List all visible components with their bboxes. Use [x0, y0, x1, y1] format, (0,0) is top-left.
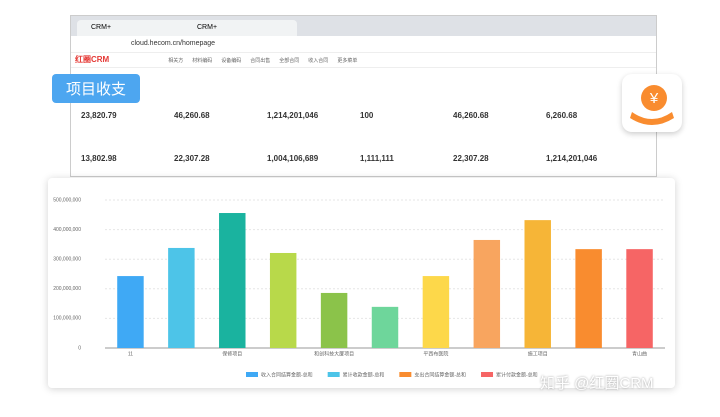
- x-tick-label: 11: [128, 351, 133, 357]
- nav-item[interactable]: 收入合同: [308, 58, 329, 64]
- stats-row: 23,820.79 46,260.68 1,214,201,046 100 46,260…: [81, 111, 646, 120]
- y-tick-label: 500,000,000: [53, 197, 81, 203]
- tab[interactable]: CRM+: [77, 20, 191, 36]
- nav-item[interactable]: 设备编码: [221, 58, 242, 64]
- legend-label: 累计付款金额-总和: [496, 371, 538, 378]
- y-tick-label: 300,000,000: [53, 257, 81, 263]
- stat: 100: [360, 111, 374, 120]
- tab[interactable]: CRM+: [183, 20, 297, 36]
- nav-item[interactable]: 材料编码: [192, 58, 213, 64]
- y-tick-label: 200,000,000: [53, 286, 81, 292]
- stat: 22,307.28: [174, 154, 210, 163]
- y-tick-label: 0: [78, 345, 81, 351]
- chart-card: 0 100,000,000 200,000,000 300,000,000 400,00…: [48, 178, 675, 388]
- bar: [575, 249, 602, 348]
- bar: [117, 276, 144, 348]
- nav-bar: 红圈CRM 相关方 材料编码 设备编码 合同出售 全部合同 收入合同 更多菜单: [71, 53, 656, 68]
- legend-label: 支出合同结算金额-总和: [414, 371, 466, 378]
- stat: 1,004,106,689: [267, 154, 319, 163]
- watermark: 知乎 @红圈CRM: [540, 375, 654, 392]
- stat: 1,214,201,046: [546, 154, 598, 163]
- address-bar[interactable]: cloud.hecom.cn/homepage: [71, 36, 656, 53]
- bar: [524, 220, 551, 348]
- browser-window: CRM+ CRM+ cloud.hecom.cn/homepage 红圈CRM 相…: [70, 15, 657, 177]
- legend-swatch: [327, 372, 340, 377]
- x-tick-label: 平西布医院: [423, 350, 448, 357]
- stat: 22,307.28: [453, 154, 489, 163]
- legend-swatch: [481, 372, 494, 377]
- stat: 46,260.68: [174, 111, 210, 120]
- legend-label: 累计收款金额-总和: [343, 371, 385, 378]
- nav-item[interactable]: 全部合同: [279, 58, 300, 64]
- stat: 13,802.98: [81, 154, 117, 163]
- nav-item[interactable]: 相关方: [168, 58, 184, 64]
- bar: [422, 276, 450, 348]
- bar: [168, 247, 195, 348]
- bar: [320, 292, 348, 348]
- x-tick-label: 施工项目: [528, 350, 548, 357]
- nav-item[interactable]: 合同出售: [250, 58, 271, 64]
- x-tick-label: 保修项目: [222, 350, 242, 357]
- bar: [371, 306, 399, 348]
- x-tick-label: 青山曲: [632, 350, 647, 357]
- chart: 0 100,000,000 200,000,000 300,000,000 400,00…: [53, 197, 665, 378]
- y-tick-label: 100,000,000: [53, 316, 81, 322]
- legend-label: 收入合同结算金额-总和: [261, 371, 313, 378]
- legend-swatch: [246, 372, 258, 377]
- bar: [269, 252, 297, 348]
- stats-row: 13,802.98 22,307.28 1,004,106,689 1,111,111…: [81, 154, 646, 163]
- stat: 1,214,201,046: [267, 111, 319, 120]
- tab-bar: CRM+ CRM+: [71, 16, 656, 36]
- x-tick-label: 和创科技大厦项目: [314, 350, 354, 357]
- svg-text:¥: ¥: [649, 90, 659, 107]
- y-tick-label: 400,000,000: [53, 227, 81, 233]
- badge: 项目收支: [52, 74, 141, 103]
- logo: 红圈CRM: [75, 55, 110, 64]
- money-icon: ¥: [622, 74, 682, 132]
- nav-item[interactable]: 更多菜单: [337, 58, 358, 64]
- stat: 46,260.68: [453, 111, 489, 120]
- bar: [473, 239, 501, 348]
- stat: 1,111,111: [360, 154, 394, 163]
- bar: [626, 249, 653, 348]
- stat: 6,260.68: [546, 111, 578, 120]
- bar: [219, 213, 246, 348]
- stat: 23,820.79: [81, 111, 117, 120]
- legend-swatch: [399, 372, 412, 377]
